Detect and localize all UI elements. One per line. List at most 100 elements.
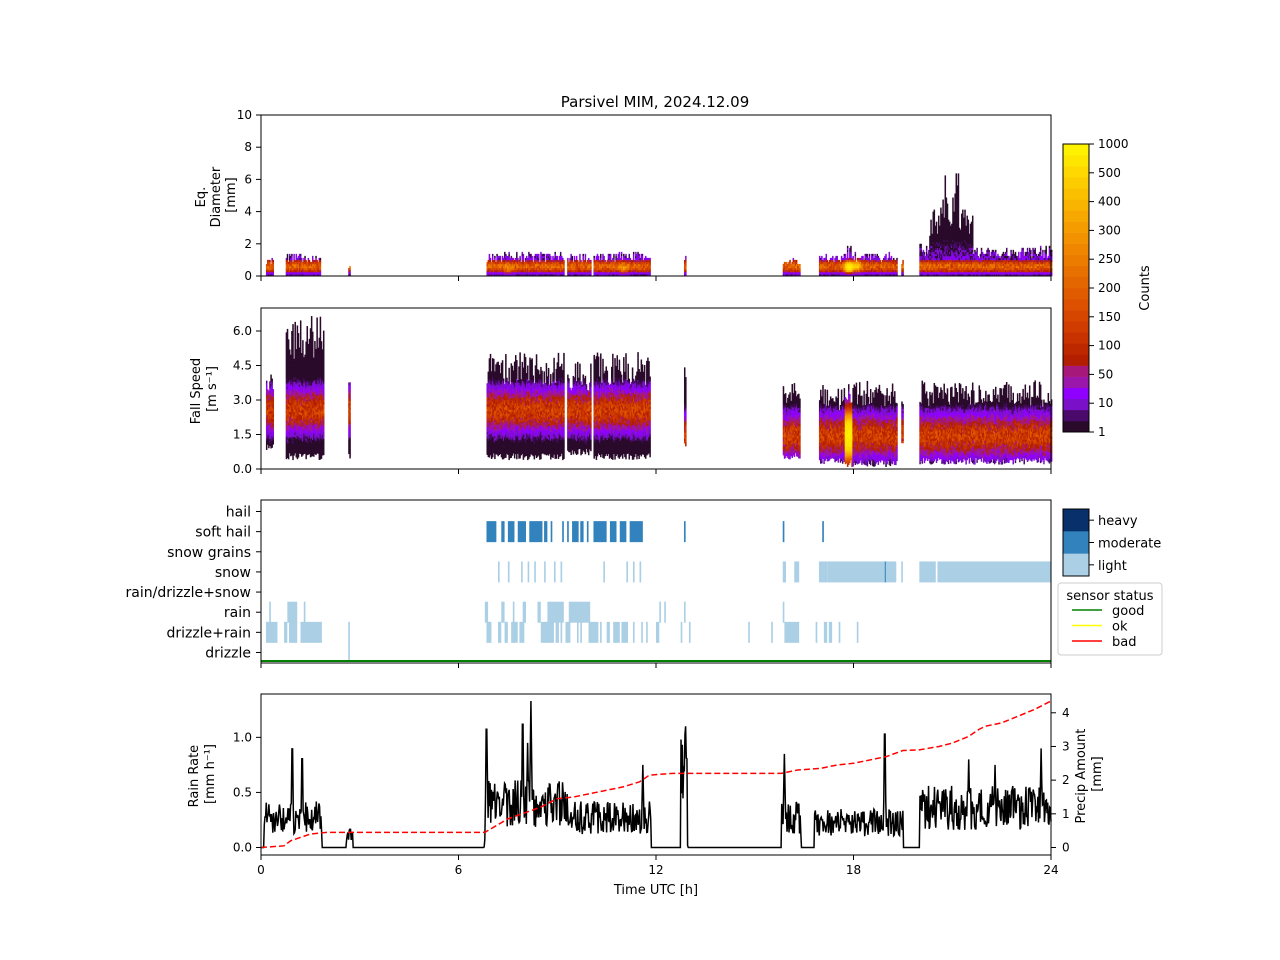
diameter-cell (980, 249, 983, 253)
diameter-cell (521, 265, 524, 269)
fall-speed-cell (265, 447, 268, 450)
diameter-cell (957, 201, 960, 204)
diameter-cell (843, 265, 846, 269)
diameter-cell (786, 271, 788, 275)
diameter-cell (516, 267, 518, 271)
diameter-cell (820, 263, 822, 267)
diameter-cell (310, 263, 313, 267)
diameter-cell (646, 259, 648, 263)
diameter-cell (534, 261, 537, 265)
diameter-cell (271, 265, 273, 269)
diameter-cell (782, 269, 785, 273)
diameter-cell (583, 263, 586, 267)
diameter-cell (583, 269, 586, 273)
diameter-cell (603, 259, 605, 263)
diameter-cell (957, 209, 960, 212)
diameter-cell (685, 267, 687, 271)
diameter-cell (307, 257, 310, 261)
diameter-cell (303, 263, 305, 267)
diameter-cell (270, 267, 272, 271)
diameter-cell (513, 263, 516, 267)
diameter-cell (585, 261, 588, 265)
diameter-cell (888, 255, 891, 259)
diameter-cell (541, 263, 543, 267)
diameter-cell (568, 269, 570, 273)
diameter-cell (502, 271, 505, 275)
diameter-cell (287, 267, 290, 271)
diameter-cell (573, 273, 576, 277)
diameter-cell (944, 179, 947, 182)
diameter-cell (561, 271, 563, 275)
diameter-cell (584, 265, 587, 269)
diameter-cell (285, 259, 288, 263)
diameter-cell (621, 273, 624, 277)
diameter-cell (790, 265, 792, 269)
diameter-cell (553, 271, 555, 275)
diameter-cell (784, 267, 787, 271)
diameter-cell (524, 265, 527, 269)
diameter-cell (874, 253, 876, 257)
diameter-cell (540, 265, 542, 269)
diameter-cell (541, 255, 543, 259)
diameter-cell (935, 221, 938, 224)
diameter-cell (629, 257, 632, 261)
colorbar-cell (1063, 188, 1089, 200)
diameter-cell (995, 251, 997, 255)
colorbar-cell (1063, 232, 1089, 244)
diameter-cell (620, 267, 623, 271)
diameter-cell (644, 267, 647, 271)
diameter-cell (788, 261, 790, 265)
diameter-cell (608, 253, 611, 257)
diameter-cell (944, 195, 947, 198)
diameter-cell (516, 251, 518, 255)
diameter-cell (315, 267, 317, 271)
diameter-cell (596, 267, 599, 271)
diameter-cell (794, 273, 797, 277)
diameter-cell (962, 215, 964, 218)
diameter-cell (494, 257, 496, 261)
diameter-cell (823, 257, 825, 261)
diameter-cell (598, 267, 601, 271)
diameter-cell (548, 261, 551, 265)
diameter-cell (318, 269, 321, 273)
diameter-cell (942, 213, 944, 216)
diameter-cell (602, 253, 604, 257)
diameter-cell (508, 253, 510, 257)
diameter-cell (552, 255, 554, 259)
diameter-cell (595, 263, 598, 267)
diameter-cell (620, 259, 623, 263)
diameter-cell (559, 259, 562, 263)
diameter-cell (576, 261, 579, 265)
diameter-cell (268, 263, 270, 267)
diameter-cell (612, 263, 614, 267)
diameter-cell (902, 271, 904, 275)
diameter-cell (301, 271, 303, 275)
diameter-cell (839, 267, 842, 271)
diameter-cell (825, 253, 828, 257)
diameter-cell (528, 271, 530, 275)
diameter-cell (957, 205, 960, 208)
fall-speed-heatmap (265, 316, 1053, 467)
diameter-cell (291, 259, 293, 263)
diameter-cell (530, 257, 532, 261)
diameter-cell (529, 253, 531, 257)
diameter-cell (569, 267, 571, 271)
diameter-cell (964, 209, 966, 212)
diameter-cell (796, 269, 799, 273)
diameter-cell (930, 227, 932, 231)
diameter-cell (685, 273, 687, 277)
diameter-cell (267, 271, 269, 275)
diameter-cell (1030, 251, 1032, 255)
diameter-cell (563, 259, 565, 263)
diameter-cell (646, 263, 648, 267)
diameter-cell (305, 273, 307, 277)
diameter-cell (617, 263, 620, 267)
diameter-cell (964, 215, 966, 218)
diameter-cell (511, 257, 514, 261)
diameter-cell (685, 255, 687, 259)
diameter-cell (267, 261, 269, 265)
diameter-cell (888, 251, 891, 255)
diameter-cell (488, 267, 491, 271)
diameter-cell (604, 269, 606, 273)
diameter-cell (792, 269, 795, 273)
